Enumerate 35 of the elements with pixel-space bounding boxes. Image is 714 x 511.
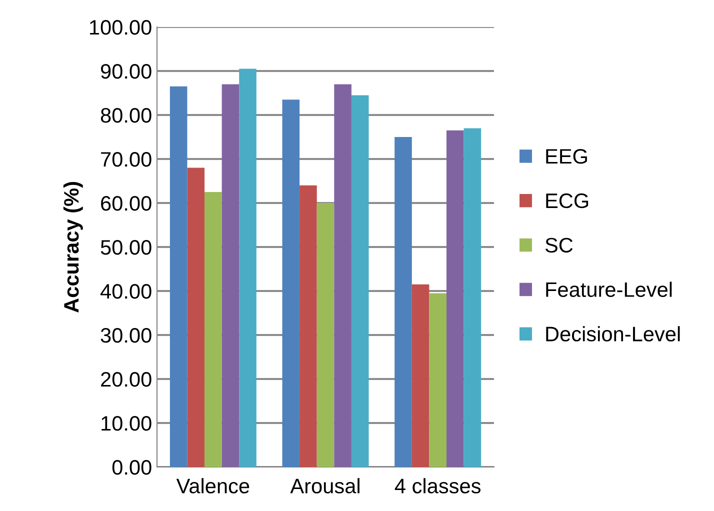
y-axis-title: Accuracy (%) xyxy=(63,182,83,312)
y-tick-label: 30.00 xyxy=(100,328,152,343)
bar xyxy=(282,100,300,467)
bar xyxy=(239,68,256,467)
y-tick-label: 60.00 xyxy=(101,196,152,211)
y-tick-label: 100.00 xyxy=(90,20,152,35)
bar xyxy=(222,84,240,467)
bar xyxy=(316,203,334,467)
bar xyxy=(334,84,352,467)
y-tick-label: 80.00 xyxy=(100,108,152,123)
legend-label: Feature-Level xyxy=(546,282,672,298)
y-tick-label: 90.00 xyxy=(100,64,152,79)
bar xyxy=(204,192,222,467)
legend-label: EEG xyxy=(546,149,587,164)
x-tick-label: 4 classes xyxy=(394,478,481,494)
y-tick-label: 20.00 xyxy=(101,372,152,387)
y-tick-label: 40.00 xyxy=(100,284,152,299)
y-tick-label: 50.00 xyxy=(100,240,152,255)
bar xyxy=(170,86,188,467)
bar xyxy=(412,284,430,467)
legend-label: SC xyxy=(545,238,573,253)
legend-label: Decision-Level xyxy=(546,326,680,342)
y-tick-label: 10.00 xyxy=(102,416,152,431)
bar xyxy=(351,95,369,467)
y-tick-label: 70.00 xyxy=(101,152,152,167)
bar xyxy=(429,293,446,467)
legend-label: ECG xyxy=(546,193,588,208)
y-tick-label: 0.00 xyxy=(112,460,152,475)
bar xyxy=(446,130,464,467)
bar xyxy=(394,137,412,467)
x-tick-label: Valence xyxy=(176,478,250,494)
x-tick-label: Arousal xyxy=(290,478,360,494)
bar xyxy=(300,185,317,467)
bar xyxy=(187,168,205,467)
bar xyxy=(464,128,482,467)
